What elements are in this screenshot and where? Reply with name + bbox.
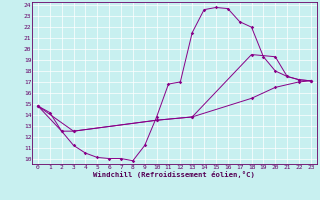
X-axis label: Windchill (Refroidissement éolien,°C): Windchill (Refroidissement éolien,°C) <box>93 171 255 178</box>
